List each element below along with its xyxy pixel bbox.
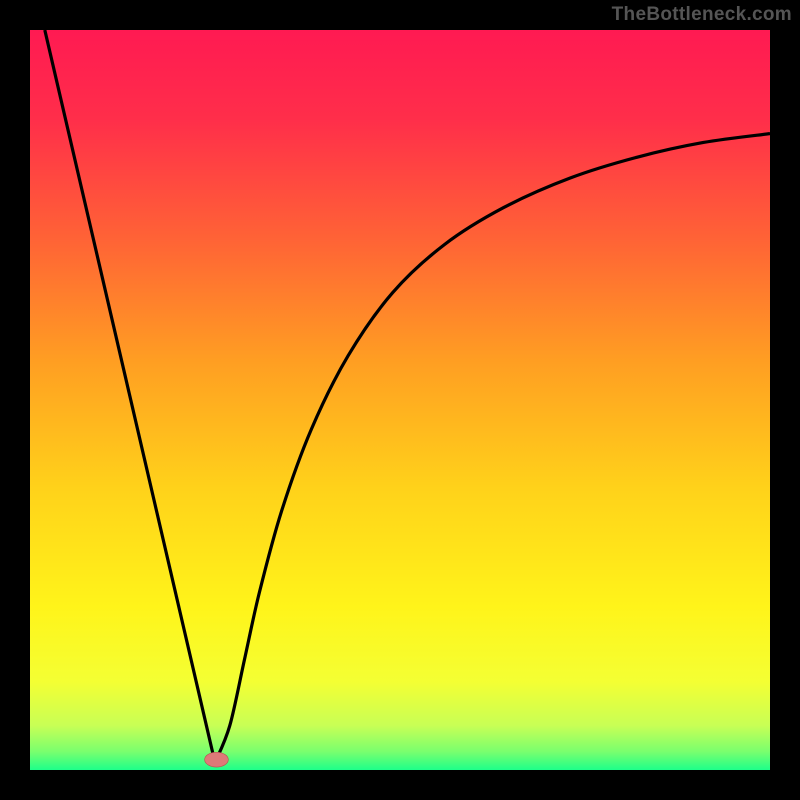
plot-area — [30, 30, 770, 770]
minimum-marker — [205, 752, 229, 767]
gradient-background — [30, 30, 770, 770]
plot-svg — [30, 30, 770, 770]
watermark-text: TheBottleneck.com — [612, 4, 792, 26]
chart-frame: TheBottleneck.com — [0, 0, 800, 800]
